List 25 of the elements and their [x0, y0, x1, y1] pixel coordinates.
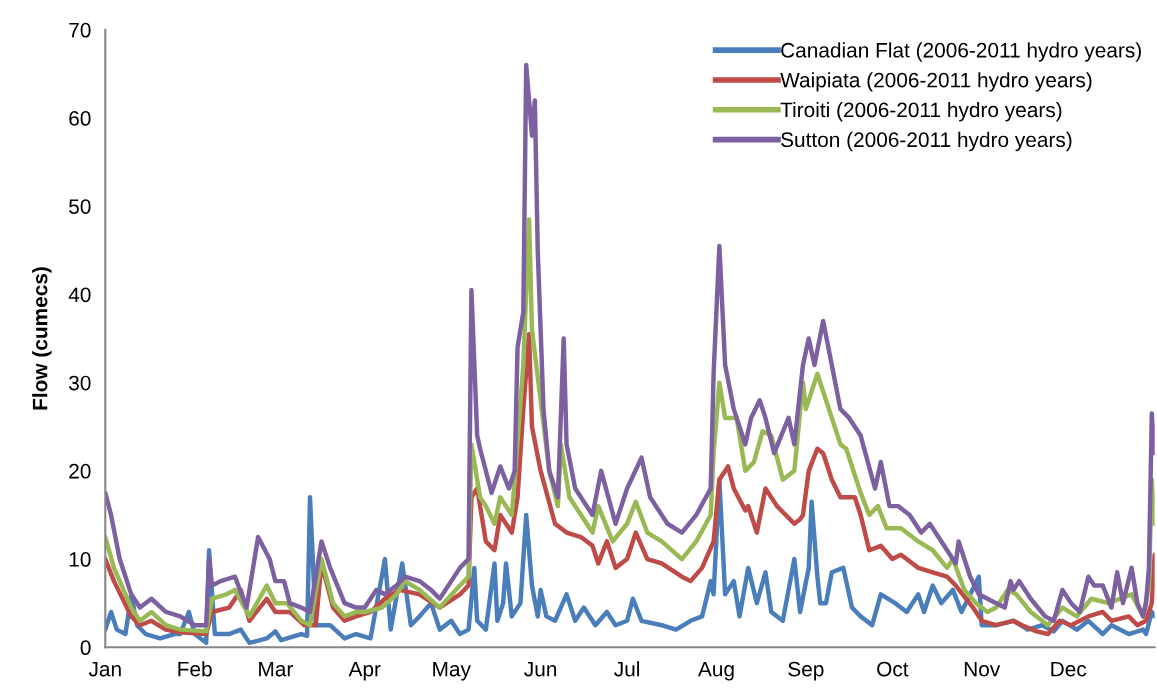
x-tick-label: Mar: [259, 661, 293, 677]
x-tick-label: Dec: [1051, 661, 1087, 677]
y-tick-label: 60: [69, 111, 91, 126]
legend-label: Tiroiti (2006-2011 hydro years): [780, 101, 1062, 122]
x-tick-label: Apr: [348, 661, 381, 681]
y-tick-label: 30: [69, 375, 91, 391]
x-tick-label: Jun: [524, 661, 557, 677]
x-tick-label: Jul: [614, 661, 640, 677]
legend-label: Sutton (2006-2011 hydro years): [781, 131, 1072, 152]
x-tick-label: Oct: [877, 661, 909, 677]
x-tick-label: Aug: [697, 661, 734, 681]
x-tick-label: Jan: [88, 661, 121, 677]
y-tick-label: 0: [80, 640, 91, 656]
x-tick-label: May: [433, 661, 471, 681]
x-tick-label: Feb: [178, 661, 212, 677]
y-tick-label: 70: [69, 22, 91, 38]
legend-label: Waipiata (2006-2011 hydro years): [780, 72, 1092, 92]
y-tick-label: 50: [69, 199, 91, 214]
y-axis-title: Flow (cumecs): [32, 267, 52, 410]
y-tick-label: 40: [68, 287, 91, 303]
x-tick-label: Nov: [964, 661, 1001, 677]
legend-label: Canadian Flat (2006-2011 hydro years): [781, 42, 1141, 62]
x-tick-label: Sep: [788, 661, 824, 681]
y-tick-label: 20: [69, 463, 91, 479]
y-tick-label: 10: [69, 552, 91, 567]
